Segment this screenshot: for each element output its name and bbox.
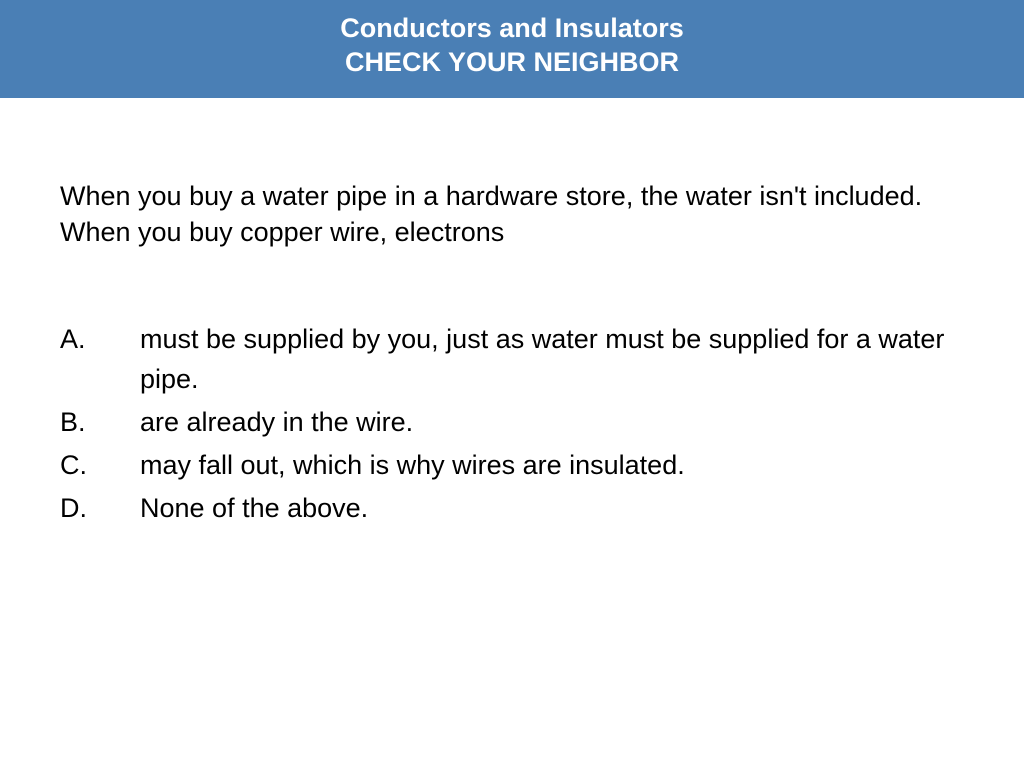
option-text: are already in the wire. <box>140 403 964 442</box>
option-c: C. may fall out, which is why wires are … <box>60 446 964 485</box>
option-b: B. are already in the wire. <box>60 403 964 442</box>
option-letter: A. <box>60 320 140 398</box>
header-title-line1: Conductors and Insulators <box>0 12 1024 46</box>
slide-content: When you buy a water pipe in a hardware … <box>0 98 1024 529</box>
header-title-line2: CHECK YOUR NEIGHBOR <box>0 46 1024 80</box>
option-letter: B. <box>60 403 140 442</box>
question-text: When you buy a water pipe in a hardware … <box>60 178 964 251</box>
option-text: None of the above. <box>140 489 964 528</box>
option-text: must be supplied by you, just as water m… <box>140 320 964 398</box>
option-d: D. None of the above. <box>60 489 964 528</box>
option-a: A. must be supplied by you, just as wate… <box>60 320 964 398</box>
option-text: may fall out, which is why wires are ins… <box>140 446 964 485</box>
slide-header: Conductors and Insulators CHECK YOUR NEI… <box>0 0 1024 98</box>
options-list: A. must be supplied by you, just as wate… <box>60 320 964 528</box>
option-letter: C. <box>60 446 140 485</box>
option-letter: D. <box>60 489 140 528</box>
